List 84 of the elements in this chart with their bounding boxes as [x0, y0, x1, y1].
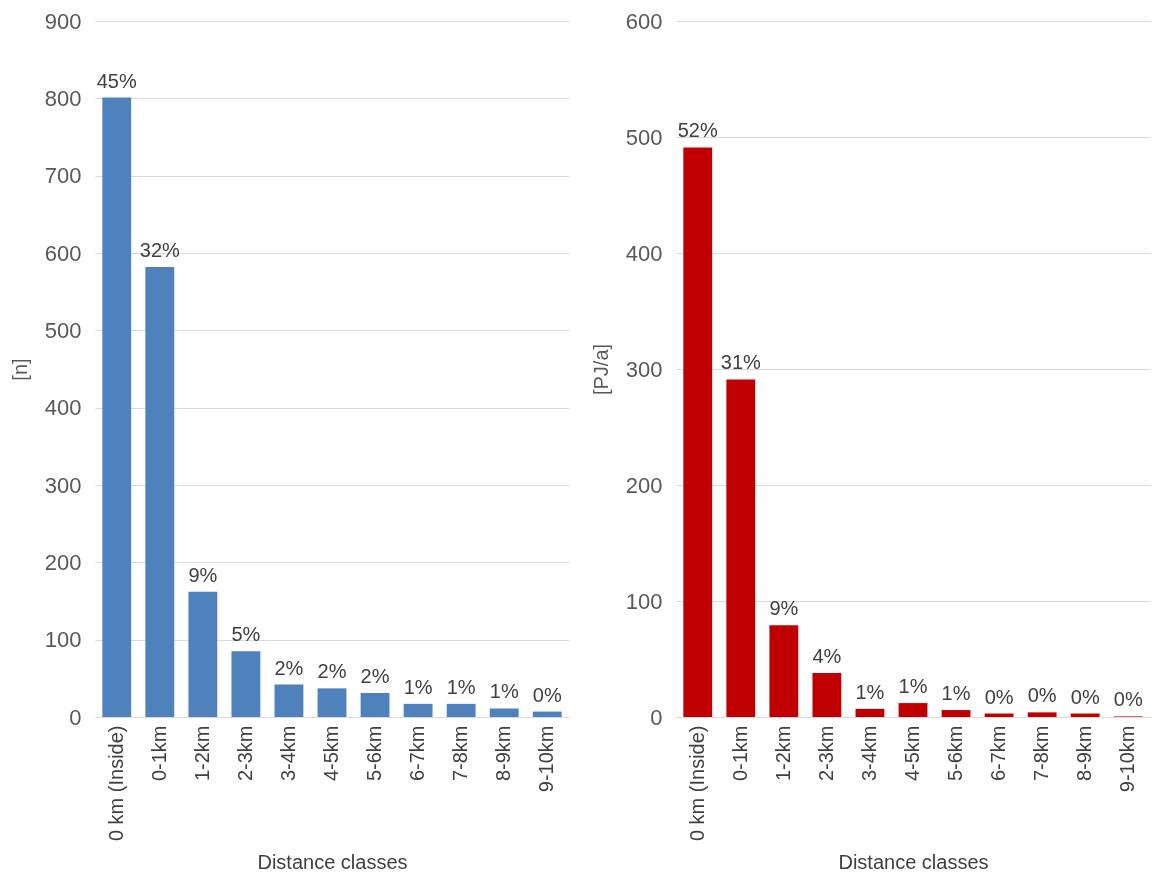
bar	[446, 703, 476, 717]
x-tick-label: 3-4km	[857, 725, 880, 782]
bar	[812, 672, 842, 717]
x-tick-label: 7-8km	[1030, 725, 1053, 782]
y-tick-label: 400	[44, 395, 82, 421]
bar	[317, 688, 347, 717]
bar	[532, 711, 562, 717]
x-tick-label: 2-3km	[814, 725, 837, 782]
bar	[898, 703, 928, 717]
annotation: 0%	[984, 685, 1014, 708]
x-tick-label: 0-1km	[147, 725, 170, 782]
y-axis-title: [n]	[8, 358, 31, 381]
annotation: 2%	[360, 665, 390, 688]
x-tick-label: 9-10km	[535, 725, 558, 793]
y-tick-label: 0	[650, 704, 663, 730]
y-tick-label: 500	[625, 124, 663, 150]
annotation: 0%	[1070, 685, 1100, 708]
y-tick-label: 0	[69, 704, 82, 730]
y-tick-label: 600	[44, 240, 82, 266]
y-tick-label: 400	[625, 240, 663, 266]
x-tick-label: 6-7km	[406, 725, 429, 782]
x-tick-label: 0-1km	[728, 725, 751, 782]
annotation: 1%	[898, 675, 928, 698]
annotation: 2%	[317, 660, 347, 683]
x-tick-label: 1-2km	[771, 725, 794, 782]
x-tick-label: 8-9km	[1073, 725, 1096, 782]
bar	[145, 266, 175, 717]
y-tick-label: 800	[44, 85, 82, 111]
annotation: 31%	[720, 351, 762, 374]
y-tick-label: 100	[625, 588, 663, 614]
bar	[489, 708, 519, 717]
x-tick-label: 0 km (Inside)	[685, 725, 708, 842]
annotation: 1%	[446, 675, 476, 698]
bar	[941, 710, 971, 717]
bar	[231, 651, 261, 717]
annotation: 1%	[941, 682, 971, 705]
x-tick-label: 0 km (Inside)	[104, 725, 127, 842]
annotation: 1%	[403, 675, 433, 698]
y-tick-label: 200	[44, 549, 82, 575]
x-tick-label: 7-8km	[449, 725, 472, 782]
annotation: 9%	[769, 597, 799, 620]
y-tick-label: 200	[625, 472, 663, 498]
annotation: 0%	[1027, 684, 1057, 707]
y-tick-label: 500	[44, 317, 82, 343]
x-tick-label: 5-6km	[944, 725, 967, 782]
x-tick-label: 9-10km	[1116, 725, 1139, 793]
bar	[188, 591, 218, 717]
annotation: 1%	[489, 680, 519, 703]
y-tick-label: 700	[44, 163, 82, 189]
x-tick-label: 2-3km	[233, 725, 256, 782]
y-axis-title: [PJ/a]	[589, 343, 612, 396]
annotation: 5%	[231, 623, 261, 646]
annotation: 0%	[1113, 688, 1143, 711]
bar	[102, 97, 132, 717]
x-tick-label: 4-5km	[320, 725, 342, 782]
annotation: 45%	[96, 69, 137, 92]
annotation: 9%	[188, 563, 218, 586]
x-tick-label: 1-2km	[190, 725, 213, 782]
y-tick-label: 100	[44, 627, 82, 653]
y-tick-label: 900	[44, 8, 82, 34]
annotation: 1%	[855, 680, 885, 703]
x-tick-label: 5-6km	[363, 725, 386, 782]
x-axis-title: Distance classes	[838, 851, 989, 874]
y-tick-label: 600	[625, 8, 663, 34]
bar	[1027, 712, 1057, 717]
annotation: 32%	[139, 238, 181, 261]
bar	[274, 684, 304, 717]
y-tick-label: 300	[44, 472, 82, 498]
x-tick-label: 4-5km	[901, 725, 923, 782]
bar	[855, 708, 885, 717]
bar	[403, 703, 433, 717]
annotation: 52%	[677, 119, 718, 142]
bar	[360, 693, 390, 717]
bar	[726, 379, 756, 717]
x-axis-title: Distance classes	[257, 851, 408, 874]
x-tick-label: 6-7km	[987, 725, 1010, 782]
annotation: 0%	[532, 683, 562, 706]
bar	[769, 625, 799, 717]
x-tick-label: 8-9km	[492, 725, 515, 782]
annotation: 4%	[812, 644, 842, 667]
x-tick-label: 3-4km	[276, 725, 299, 782]
annotation: 2%	[274, 656, 304, 679]
bar	[683, 147, 713, 717]
y-tick-label: 300	[625, 356, 663, 382]
